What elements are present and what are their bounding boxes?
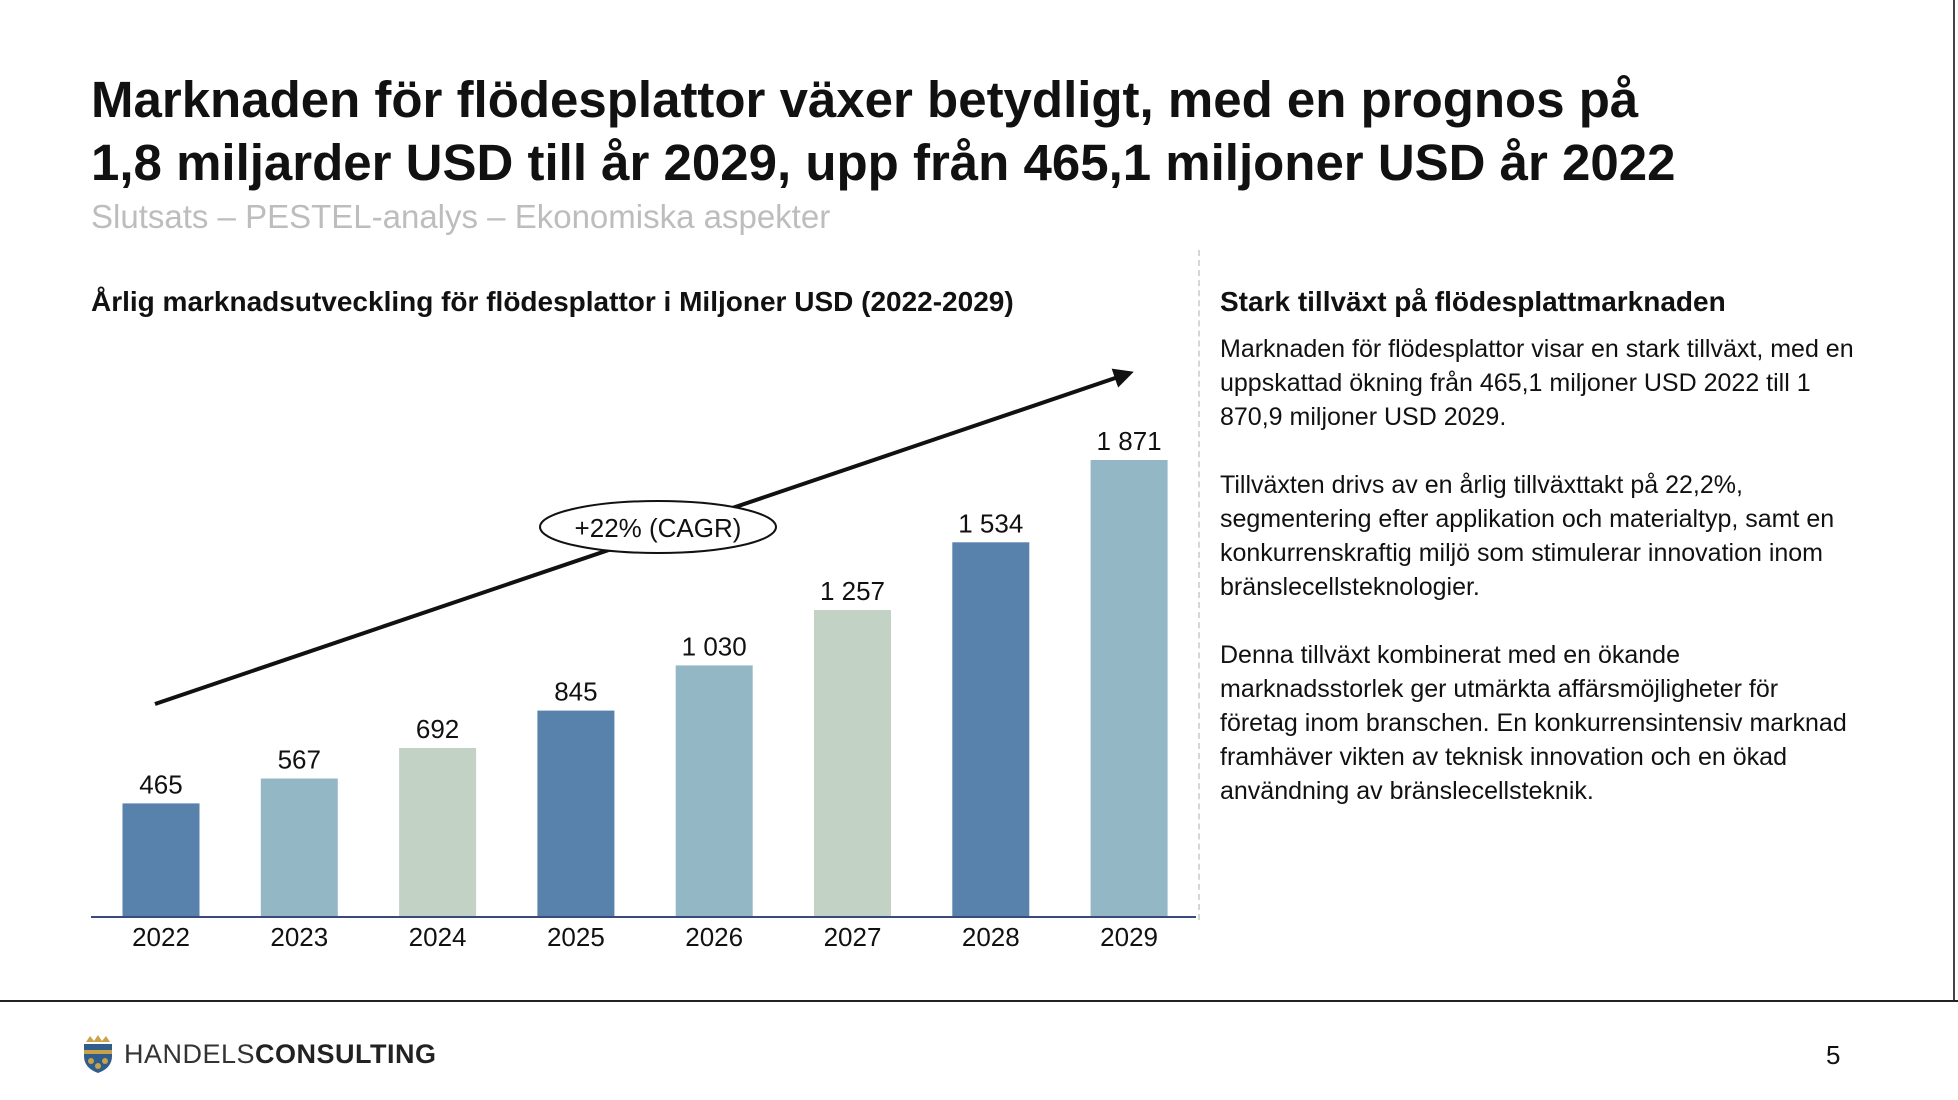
bar-value-label-2023: 567: [278, 745, 321, 775]
insight-paragraph-2: Tillväxten drivs av en årlig tillväxttak…: [1220, 471, 1835, 601]
bar-value-label-2022: 465: [139, 769, 182, 799]
x-tick-label-2028: 2028: [962, 922, 1020, 952]
footer-divider: [0, 1000, 1958, 1002]
logo-text-handels: HANDELS: [124, 1038, 256, 1069]
slide-title-line1: Marknaden för flödesplattor växer betydl…: [91, 71, 1639, 128]
bar-value-label-2026: 1 030: [682, 631, 747, 661]
bar-2027: [814, 610, 891, 917]
bar-value-label-2028: 1 534: [958, 508, 1023, 538]
bar-2022: [122, 803, 200, 917]
company-logo: HANDELSCONSULTING: [80, 1034, 437, 1074]
insight-heading: Stark tillväxt på flödesplattmarknaden: [1220, 286, 1726, 317]
page-number: 5: [1826, 1040, 1841, 1070]
crown-shield-icon: [84, 1035, 112, 1073]
cagr-annotation-ellipse: [539, 500, 777, 554]
bar-chart: 465 2022 567 2023 692 2024 845 2025 1 030 2026 1 2…: [91, 368, 1196, 952]
bar-2023: [260, 778, 338, 917]
x-tick-label-2024: 2024: [409, 922, 467, 952]
bar-value-label-2024: 692: [416, 714, 459, 744]
bar-value-label-2029: 1 871: [1097, 426, 1162, 456]
bar-2028: [952, 542, 1030, 917]
logo-text-consulting: CONSULTING: [255, 1038, 437, 1069]
logo-wordmark: HANDELSCONSULTING: [124, 1039, 437, 1070]
slide-edge: [1953, 0, 1955, 1000]
slide-title-line2: 1,8 miljarder USD till år 2029, upp från…: [91, 134, 1676, 191]
x-tick-label-2029: 2029: [1100, 922, 1158, 952]
insight-panel: Stark tillväxt på flödesplattmarknaden M…: [1220, 286, 1860, 842]
panel-divider: [1198, 250, 1200, 920]
x-tick-label-2023: 2023: [270, 922, 328, 952]
x-tick-label-2022: 2022: [132, 922, 190, 952]
bar-value-label-2027: 1 257: [820, 576, 885, 606]
insight-paragraph-3: Denna tillväxt kombinerat med en ökande …: [1220, 641, 1847, 805]
cagr-annotation-label: +22% (CAGR): [575, 513, 742, 543]
bar-value-label-2025: 845: [554, 677, 597, 707]
x-tick-label-2025: 2025: [547, 922, 605, 952]
bar-2025: [537, 710, 615, 917]
slide-title: Marknaden för flödesplattor växer betydl…: [91, 68, 1871, 194]
x-tick-label-2026: 2026: [685, 922, 743, 952]
x-tick-label-2027: 2027: [824, 922, 882, 952]
bar-2029: [1090, 460, 1168, 917]
slide-subtitle: Slutsats – PESTEL-analys – Ekonomiska as…: [91, 198, 831, 235]
chart-title: Årlig marknadsutveckling för flödesplatt…: [91, 286, 1014, 317]
bar-2024: [399, 748, 477, 917]
bar-2026: [675, 665, 753, 917]
insight-paragraph-1: Marknaden för flödesplattor visar en sta…: [1220, 335, 1854, 431]
